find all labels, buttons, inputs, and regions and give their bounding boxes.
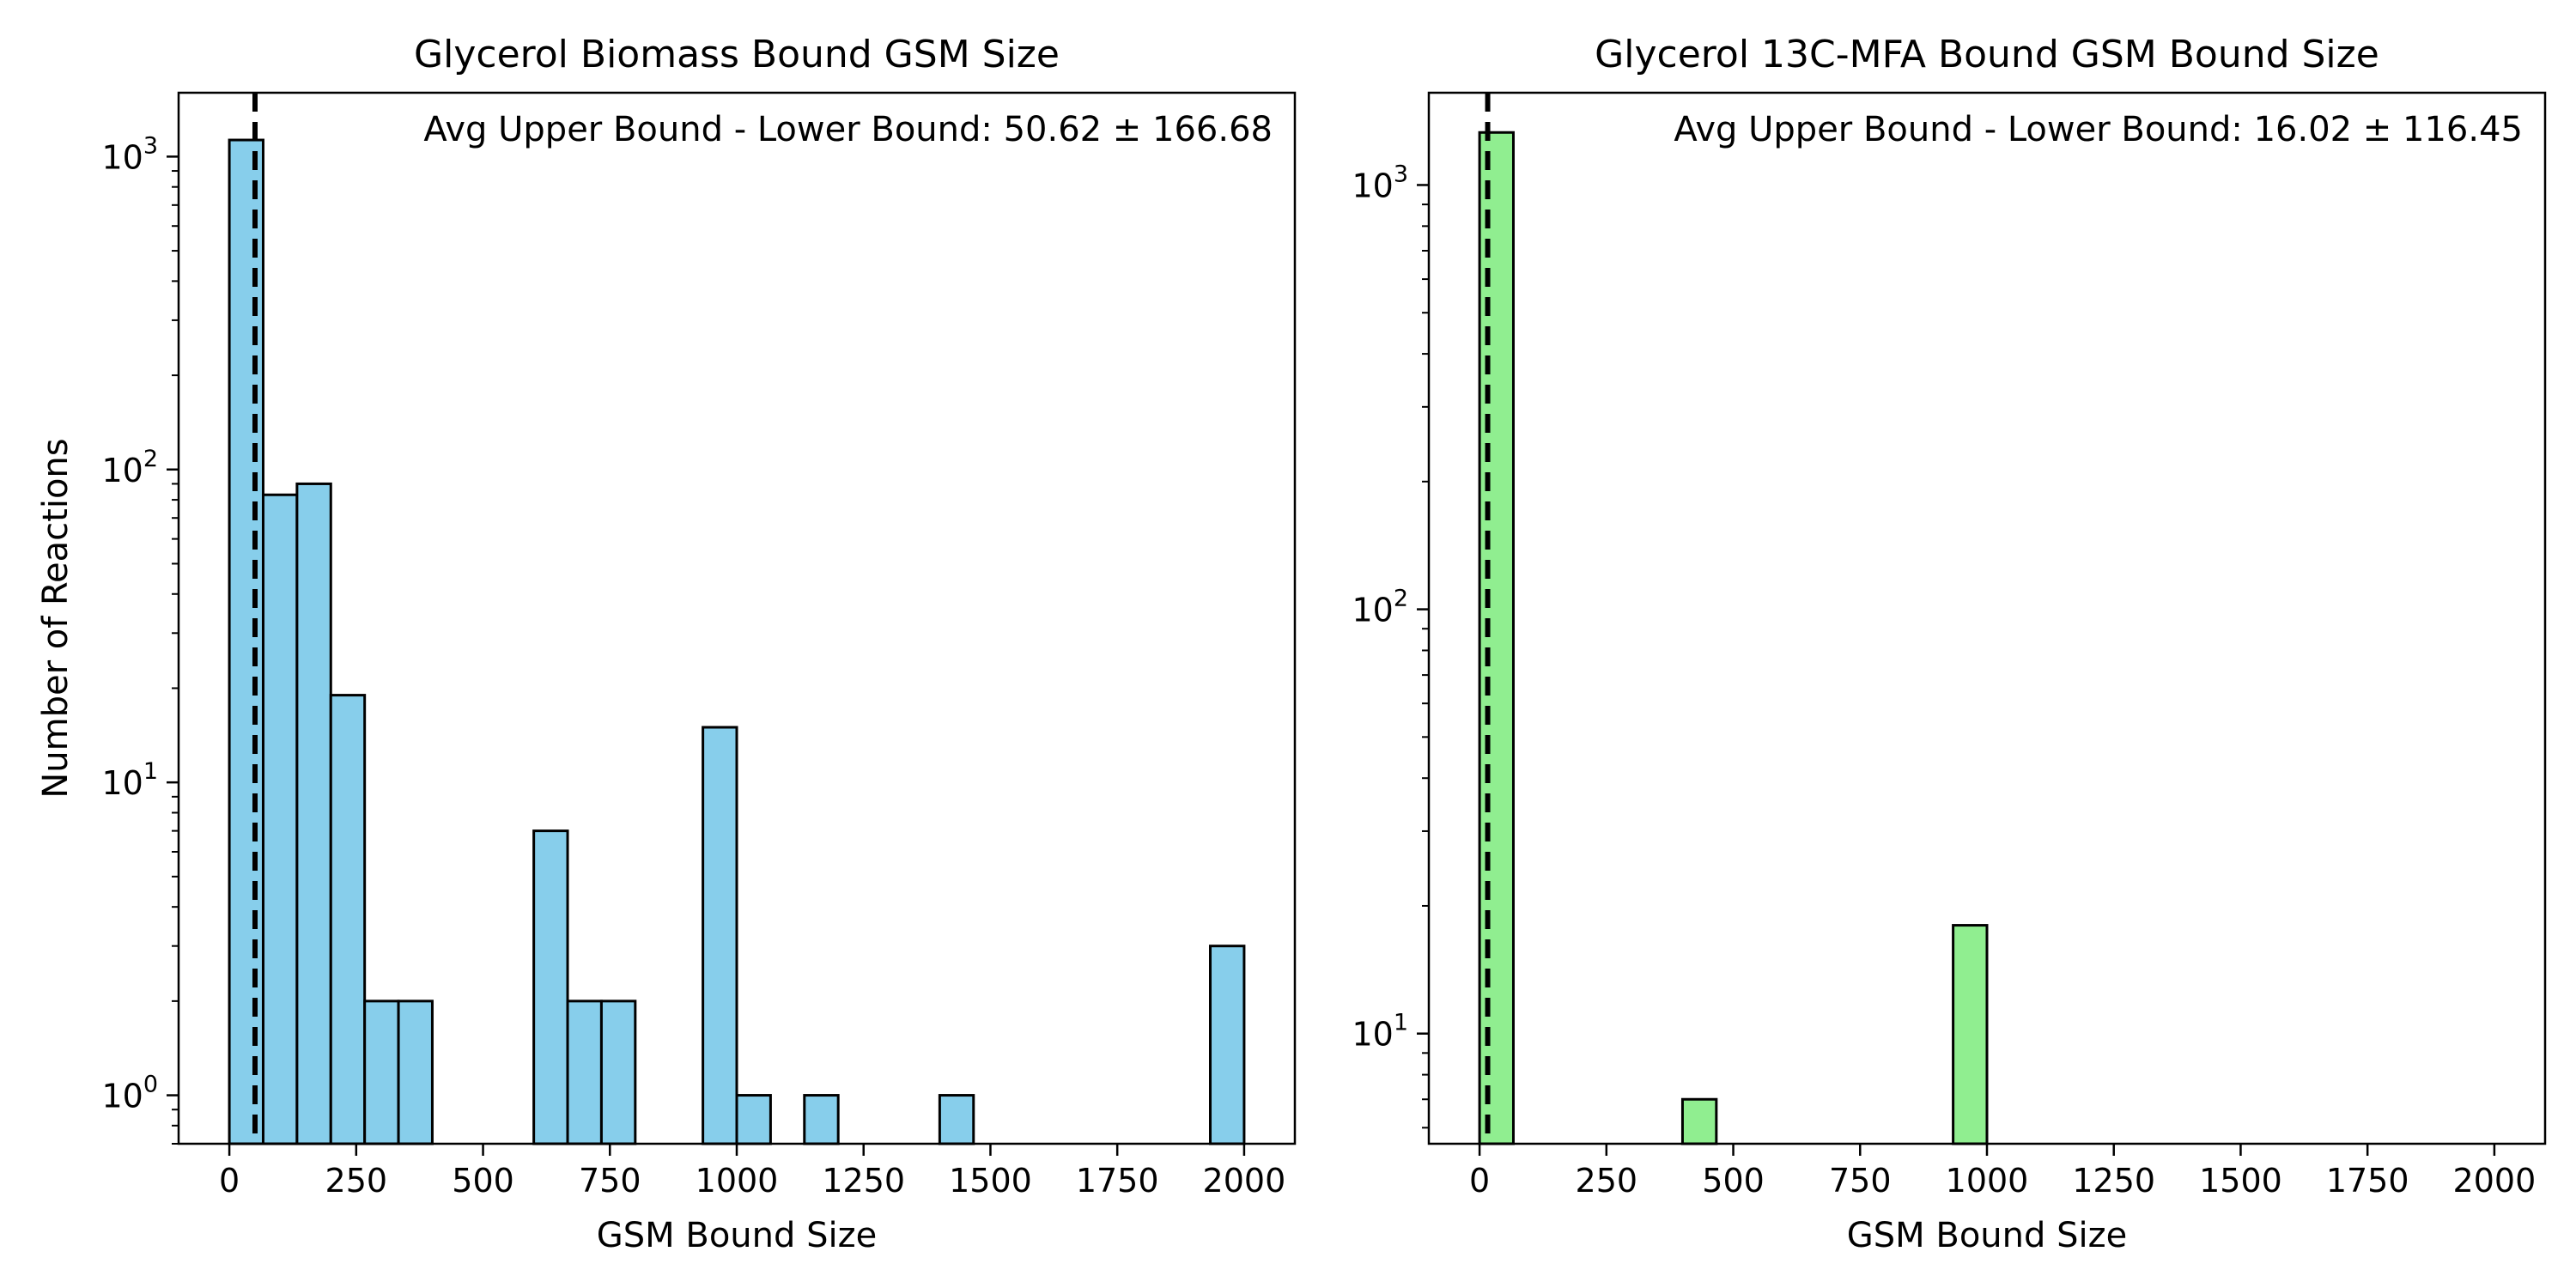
x-tick-label: 0 [219, 1162, 240, 1200]
histogram-bar [363, 999, 400, 1145]
histogram-bar [1952, 924, 1989, 1145]
histogram-bar [599, 999, 637, 1145]
x-tick-label: 1000 [696, 1162, 779, 1200]
y-tick-label: 103 [1352, 161, 1408, 204]
x-tick-label: 1500 [949, 1162, 1032, 1200]
x-tick-label: 1250 [822, 1162, 905, 1200]
x-tick-label: 1250 [2072, 1162, 2155, 1200]
x-tick-label: 750 [1829, 1162, 1892, 1200]
histogram-bar [566, 999, 603, 1145]
average-annotation: Avg Upper Bound - Lower Bound: 16.02 ± 1… [1674, 110, 2523, 149]
histogram-bar [532, 829, 569, 1145]
y-tick-label: 100 [101, 1072, 158, 1115]
x-tick-label: 2000 [2453, 1162, 2537, 1200]
x-tick-label: 250 [325, 1162, 388, 1200]
histogram-bar [261, 493, 299, 1145]
x-tick-label: 1750 [2326, 1162, 2409, 1200]
tick-group: 0 250 500 750 1000 1250 1500 1750 2000 101 102 103 [1352, 91, 2547, 1200]
tick-group: 0 250 500 750 1000 1250 1500 1750 2000 100 101 102 1… [101, 91, 1297, 1200]
x-tick-label: 0 [1469, 1162, 1490, 1200]
y-tick-label: 101 [1352, 1010, 1408, 1054]
panel-title: Glycerol 13C-MFA Bound GSM Bound Size [1595, 33, 2379, 76]
histogram-bar [329, 694, 367, 1145]
histogram-bar [1209, 945, 1246, 1145]
panel-biomass-histogram: Glycerol Biomass Bound GSM Size Number o… [36, 33, 1297, 1255]
x-tick-label: 1000 [1946, 1162, 2029, 1200]
y-tick-label: 102 [101, 446, 158, 489]
average-annotation: Avg Upper Bound - Lower Bound: 50.62 ± 1… [423, 110, 1273, 149]
bar-group [228, 93, 1246, 1145]
histogram-bar [228, 138, 264, 1145]
histogram-bar [397, 999, 434, 1145]
y-axis-label: Number of Reactions [36, 438, 76, 798]
y-tick-label: 101 [101, 758, 158, 802]
x-axis-label: GSM Bound Size [1847, 1216, 2127, 1255]
x-tick-label: 250 [1576, 1162, 1638, 1200]
histogram-bar [295, 482, 332, 1145]
panel-13c-mfa-histogram: Glycerol 13C-MFA Bound GSM Bound Size GS… [1352, 33, 2547, 1255]
bar-group [1478, 93, 1989, 1145]
histogram-bar [1680, 1097, 1718, 1145]
x-tick-label: 1750 [1076, 1162, 1159, 1200]
histogram-bar [803, 1094, 840, 1145]
panel-title: Glycerol Biomass Bound GSM Size [414, 33, 1060, 76]
x-tick-label: 1500 [2199, 1162, 2282, 1200]
histogram-bar [1478, 131, 1515, 1145]
x-tick-label: 750 [579, 1162, 641, 1200]
x-axis-label: GSM Bound Size [597, 1216, 877, 1255]
x-tick-label: 2000 [1203, 1162, 1286, 1200]
histogram-bar [702, 726, 738, 1145]
x-tick-label: 500 [1702, 1162, 1765, 1200]
x-tick-label: 500 [452, 1162, 514, 1200]
histogram-bar [938, 1094, 975, 1145]
y-tick-label: 103 [101, 132, 158, 176]
histogram-bar [735, 1094, 772, 1145]
y-tick-label: 102 [1352, 586, 1408, 629]
